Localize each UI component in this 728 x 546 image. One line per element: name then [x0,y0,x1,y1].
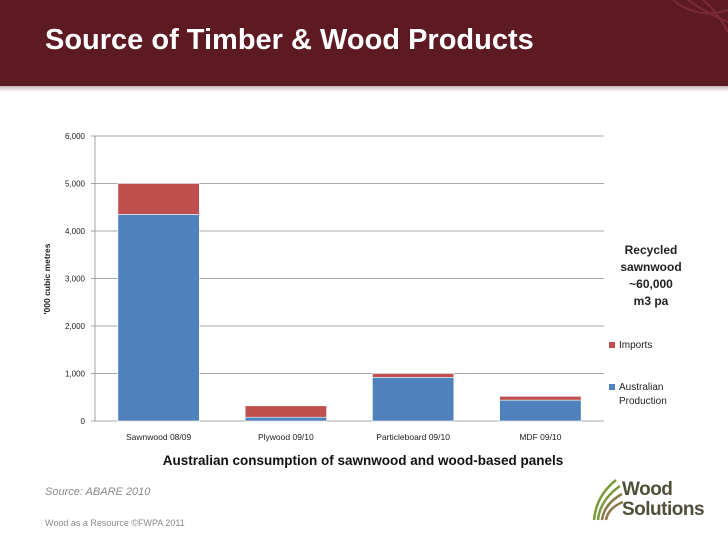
legend-label: Australian [619,382,663,393]
legend-label: Production [619,396,667,407]
logo-word-solutions: Solutions [622,499,705,520]
legend-label: Imports [619,340,652,351]
bar-australian-production [244,416,327,422]
legend-swatch [609,342,615,348]
x-tick-label: Sawnwood 08/09 [126,432,191,442]
logo-word-wood: Wood [622,479,673,500]
y-tick-label: 0 [81,417,86,426]
bar-imports [499,395,582,401]
recycled-sawnwood-note: Recycled sawnwood ~60,000 m3 pa [620,243,682,308]
x-tick-label: MDF 09/10 [519,432,561,442]
bar-australian-production [117,214,200,422]
y-tick-label: 4,000 [65,227,86,236]
bar-imports [244,405,327,418]
y-tick-label: 2,000 [65,322,86,331]
y-axis-title: '000 cubic metres [42,243,52,314]
wood-solutions-leaf-icon [592,479,624,521]
bar-australian-production [499,399,582,422]
x-axis-title: Australian consumption of sawnwood and w… [163,453,564,468]
legend-swatch [609,384,615,390]
x-tick-label: Plywood 09/10 [258,432,314,442]
slide-title: Source of Timber & Wood Products [45,24,534,56]
y-tick-label: 5,000 [65,180,86,189]
wood-solutions-logo: Wood Solutions [590,476,710,526]
title-bar-shadow [0,86,728,92]
y-tick-label: 1,000 [65,370,86,379]
bar-australian-production [372,376,455,422]
y-tick-label: 6,000 [65,132,86,141]
source-note: Source: ABARE 2010 [45,486,151,498]
title-bar: Source of Timber & Wood Products [0,0,728,86]
x-tick-label: Particleboard 09/10 [376,432,450,442]
bar-imports [117,183,200,215]
corner-swirl-decoration [672,0,728,33]
copyright-footer: Wood as a Resource ©FWPA 2011 [45,518,185,528]
y-tick-label: 3,000 [65,275,86,284]
bar-imports [372,373,455,378]
